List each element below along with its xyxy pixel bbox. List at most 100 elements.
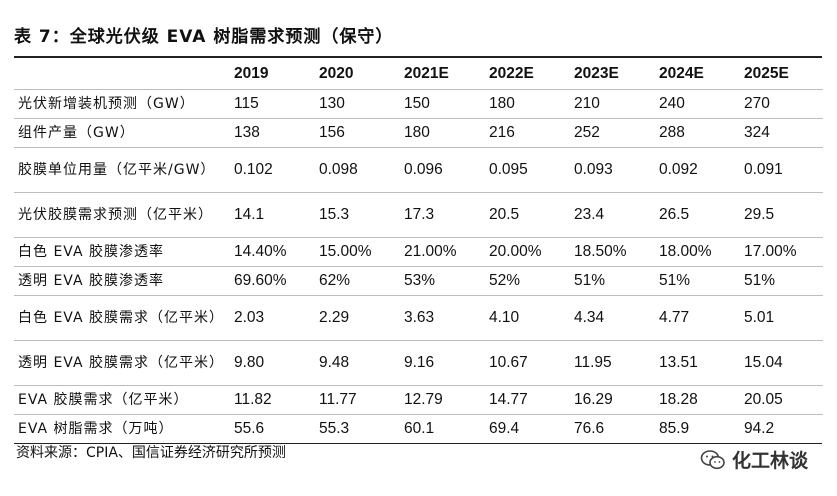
table-cell: 138 (228, 118, 313, 148)
table-title: 表 7：全球光伏级 EVA 树脂需求预测（保守） (14, 27, 394, 47)
watermark: 化工林谈 (700, 446, 808, 473)
table-cell: 55.6 (234, 420, 265, 437)
table-cell: 5.01 (738, 295, 823, 341)
table-cell: 9.48 (313, 340, 398, 386)
row-label: EVA 胶膜需求（亿平米） (14, 385, 228, 415)
table-cell: 0.096 (398, 147, 483, 193)
table-cell: 13.51 (653, 340, 738, 386)
table-row: 透明 EVA 胶膜渗透率 69.60% 62% 53% 52% 51% 51% … (14, 266, 823, 296)
row-label: 白色 EVA 胶膜需求（亿平米） (14, 295, 228, 341)
table-cell: 51% (653, 266, 738, 296)
table-row: 透明 EVA 胶膜需求（亿平米） 9.80 9.48 9.16 10.67 11… (14, 340, 823, 386)
table-cell: 11.95 (568, 340, 653, 386)
table-cell: 3.63 (398, 295, 483, 341)
header-cell: 2023E (568, 58, 653, 90)
table-cell: 14.77 (483, 385, 568, 415)
table-row: 白色 EVA 胶膜渗透率 14.40% 15.00% 21.00% 20.00%… (14, 237, 823, 267)
table-cell: 9.80 (228, 340, 313, 386)
table-cell: 115 (228, 89, 313, 119)
table-cell: 23.4 (568, 192, 653, 238)
table-cell: 324 (738, 118, 823, 148)
table-cell: 14.1 (228, 192, 313, 238)
table-cell: 51% (568, 266, 653, 296)
table-cell: 20.00% (483, 237, 568, 267)
row-label: 白色 EVA 胶膜渗透率 (14, 237, 228, 267)
header-row: 2019 2020 2021E 2022E 2023E 2024E 2025E (14, 58, 823, 90)
table-cell: 15.00% (313, 237, 398, 267)
table-cell: 21.00% (398, 237, 483, 267)
table-cell: 216 (483, 118, 568, 148)
table-cell: 0.095 (483, 147, 568, 193)
header-cell: 2025E (738, 58, 823, 90)
row-label: 光伏新增装机预测（GW） (14, 89, 228, 119)
row-label: EVA 树脂需求（万吨） (18, 421, 174, 437)
table-cell: 26.5 (653, 192, 738, 238)
table-cell: 12.79 (398, 385, 483, 415)
table-cell: 0.093 (568, 147, 653, 193)
row-label: 组件产量（GW） (14, 118, 228, 148)
table-row: 白色 EVA 胶膜需求（亿平米） 2.03 2.29 3.63 4.10 4.3… (14, 295, 823, 341)
table-cell: 53% (398, 266, 483, 296)
table-cell: 69.60% (228, 266, 313, 296)
table-cell: 18.28 (653, 385, 738, 415)
row-label: 光伏胶膜需求预测（亿平米） (14, 192, 228, 238)
table-cell: 0.102 (228, 147, 313, 193)
table-cell: 0.092 (653, 147, 738, 193)
table-cell: 29.5 (738, 192, 823, 238)
table-cell: 20.5 (483, 192, 568, 238)
table-row: 光伏新增装机预测（GW） 115 130 150 180 210 240 270 (14, 89, 823, 119)
table-cell: 14.40% (228, 237, 313, 267)
wechat-icon (700, 449, 725, 469)
table-row: EVA 树脂需求（万吨） 55.6 55.3 60.1 69.4 76.6 85… (14, 415, 823, 444)
header-cell: 2022E (483, 58, 568, 90)
table-row: 光伏胶膜需求预测（亿平米） 14.1 15.3 17.3 20.5 23.4 2… (14, 192, 823, 238)
table-cell: 288 (653, 118, 738, 148)
watermark-text: 化工林谈 (732, 450, 809, 472)
table-cell: 55.3 (319, 420, 350, 437)
row-label: 透明 EVA 胶膜需求（亿平米） (14, 340, 228, 386)
table-cell: 52% (483, 266, 568, 296)
table-cell: 94.2 (744, 420, 775, 437)
row-label: 胶膜单位用量（亿平米/GW） (14, 147, 228, 193)
table-cell: 130 (313, 89, 398, 119)
row-label: 透明 EVA 胶膜渗透率 (14, 266, 228, 296)
table-cell: 18.50% (568, 237, 653, 267)
table-cell: 62% (313, 266, 398, 296)
table-cell: 180 (398, 118, 483, 148)
table-cell: 252 (568, 118, 653, 148)
header-cell: 2019 (228, 58, 313, 90)
eva-demand-table: 2019 2020 2021E 2022E 2023E 2024E 2025E … (14, 58, 823, 443)
bottom-rule (14, 443, 822, 444)
table-row: 组件产量（GW） 138 156 180 216 252 288 324 (14, 118, 823, 148)
table-cell: 4.34 (568, 295, 653, 341)
table-cell: 240 (653, 89, 738, 119)
table-cell: 17.3 (398, 192, 483, 238)
table-cell: 2.29 (313, 295, 398, 341)
table-cell: 156 (313, 118, 398, 148)
table-row: 胶膜单位用量（亿平米/GW） 0.102 0.098 0.096 0.095 0… (14, 147, 823, 193)
table-cell: 51% (738, 266, 823, 296)
header-cell (14, 58, 228, 90)
table-cell: 2.03 (228, 295, 313, 341)
table-cell: 4.77 (653, 295, 738, 341)
table-cell: 17.00% (738, 237, 823, 267)
table-cell: 0.091 (738, 147, 823, 193)
data-table-container: 2019 2020 2021E 2022E 2023E 2024E 2025E … (14, 56, 823, 444)
table-cell: 85.9 (659, 420, 690, 437)
header-cell: 2020 (313, 58, 398, 90)
table-cell: 18.00% (653, 237, 738, 267)
table-cell: 15.04 (738, 340, 823, 386)
top-rule (14, 56, 822, 58)
table-cell: 10.67 (483, 340, 568, 386)
source-note: 资料来源：CPIA、国信证券经济研究所预测 (16, 445, 286, 461)
table-cell: 15.3 (313, 192, 398, 238)
table-cell: 180 (483, 89, 568, 119)
table-row: EVA 胶膜需求（亿平米） 11.82 11.77 12.79 14.77 16… (14, 385, 823, 415)
table-cell: 210 (568, 89, 653, 119)
table-cell: 69.4 (489, 420, 520, 437)
table-cell: 11.77 (313, 385, 398, 415)
table-cell: 11.82 (228, 385, 313, 415)
table-cell: 4.10 (483, 295, 568, 341)
table-cell: 60.1 (404, 420, 435, 437)
table-cell: 16.29 (568, 385, 653, 415)
